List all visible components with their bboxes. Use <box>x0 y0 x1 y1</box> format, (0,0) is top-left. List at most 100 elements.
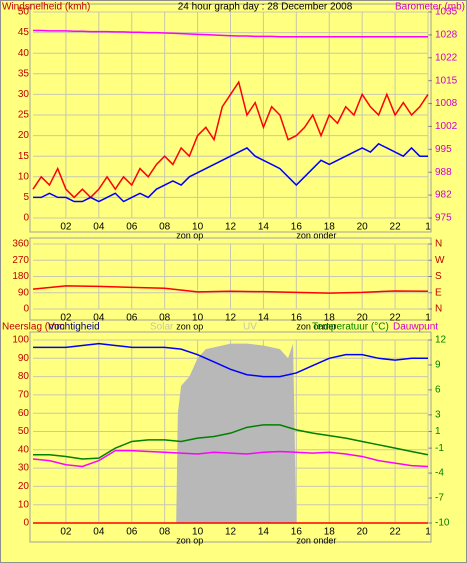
x-tick-label: 10 <box>192 222 204 233</box>
x-tick-label: 14 <box>258 527 270 538</box>
x-tick-label: 16 <box>291 222 303 233</box>
y-tick-label: 60 <box>18 408 30 419</box>
x-tick-label: 20 <box>357 222 369 233</box>
x-tick-label: 22 <box>390 527 402 538</box>
x-tick-label: 18 <box>324 527 336 538</box>
y-tick-label: 20 <box>18 130 30 141</box>
series-line <box>32 449 429 468</box>
x-tick-label: 02 <box>60 222 72 233</box>
x-tick-label: 18 <box>324 313 336 324</box>
y2-tick-label: -7 <box>435 493 444 504</box>
series-area <box>176 343 297 523</box>
y-tick-label: 10 <box>18 499 30 510</box>
x-tick-label: 1 <box>425 527 431 538</box>
x-tick-label: 16 <box>291 313 303 324</box>
y2-tick-label: 975 <box>435 213 452 224</box>
y-tick-label: 0 <box>23 304 29 315</box>
x-tick-label: 16 <box>291 527 303 538</box>
y-tick-label: 40 <box>18 48 30 59</box>
x-tick-label: 06 <box>126 222 138 233</box>
y2-axis-title: Barometer (mb) <box>395 2 465 13</box>
x-tick-label: 10 <box>192 313 204 324</box>
y2-tick-label: 1028 <box>435 30 458 41</box>
y-tick-label: 45 <box>18 27 30 38</box>
y2-tick-label: 1002 <box>435 121 458 132</box>
y2-tick-label: S <box>435 271 442 282</box>
y2-tick-label: 6 <box>435 385 441 396</box>
x-tick-label: 22 <box>390 313 402 324</box>
annotation: zon onder <box>296 535 336 545</box>
series-line <box>33 142 428 203</box>
y2-tick-label: 12 <box>435 335 447 346</box>
annotation: zon onder <box>296 230 336 240</box>
x-tick-label: 06 <box>126 313 138 324</box>
y2-tick-label: N <box>435 239 442 250</box>
y-tick-label: 40 <box>18 444 30 455</box>
y-tick-label: 5 <box>23 192 29 203</box>
x-tick-label: 14 <box>258 222 270 233</box>
chart-title: 24 hour graph day : 28 December 2008 <box>178 2 353 13</box>
series-line <box>32 285 429 294</box>
y-tick-label: 50 <box>18 7 30 18</box>
y-tick-label: 10 <box>18 171 30 182</box>
y-tick-label: 80 <box>18 371 30 382</box>
y-tick-label: 70 <box>18 390 30 401</box>
series-line <box>32 80 429 199</box>
y-tick-label: 50 <box>18 426 30 437</box>
y2-tick-label: 1015 <box>435 75 458 86</box>
y2-tick-label: 988 <box>435 167 452 178</box>
y-tick-label: 15 <box>18 151 30 162</box>
series-line <box>33 342 428 378</box>
y-tick-label: 100 <box>12 335 29 346</box>
y2-tick-label: N <box>435 304 442 315</box>
x-tick-label: 14 <box>258 313 270 324</box>
y-tick-label: 0 <box>23 213 29 224</box>
y2-tick-label: 995 <box>435 144 452 155</box>
x-tick-label: 1 <box>425 313 431 324</box>
annotation: zon op <box>176 535 203 545</box>
x-tick-label: 20 <box>357 313 369 324</box>
legend-label: Solar <box>150 322 174 333</box>
y-tick-label: 20 <box>18 481 30 492</box>
y2-tick-label: -10 <box>435 518 450 529</box>
y-tick-label: 0 <box>23 518 29 529</box>
annotation: zon op <box>176 230 203 240</box>
y-tick-label: 30 <box>18 89 30 100</box>
x-tick-label: 1 <box>425 222 431 233</box>
x-tick-label: 18 <box>324 222 336 233</box>
x-tick-label: 08 <box>159 222 171 233</box>
x-tick-label: 10 <box>192 527 204 538</box>
legend-label: Vochtigheid <box>48 322 100 333</box>
y2-tick-label: E <box>435 287 442 298</box>
y2-tick-label: 9 <box>435 360 441 371</box>
y2-tick-label: 3 <box>435 410 441 421</box>
y-tick-label: 180 <box>12 271 29 282</box>
y-tick-label: 360 <box>12 239 29 250</box>
x-tick-label: 02 <box>60 313 72 324</box>
x-tick-label: 06 <box>126 527 138 538</box>
x-tick-label: 12 <box>225 313 237 324</box>
x-tick-label: 12 <box>225 527 237 538</box>
y-tick-label: 270 <box>12 255 29 266</box>
x-tick-label: 12 <box>225 222 237 233</box>
legend-label: UV <box>243 322 257 333</box>
y2-tick-label: 1008 <box>435 98 458 109</box>
x-tick-label: 08 <box>159 527 171 538</box>
y-tick-label: 35 <box>18 68 30 79</box>
y2-tick-label: 982 <box>435 190 452 201</box>
x-tick-label: 04 <box>93 222 105 233</box>
y-tick-label: 90 <box>18 287 30 298</box>
x-tick-label: 22 <box>390 222 402 233</box>
y2-tick-label: 1 <box>435 426 441 437</box>
x-tick-label: 04 <box>93 313 105 324</box>
y-tick-label: 30 <box>18 463 30 474</box>
series-line <box>33 29 428 38</box>
y2-tick-label: W <box>435 255 445 266</box>
x-tick-label: 08 <box>159 313 171 324</box>
series-line <box>33 424 429 460</box>
legend-label: Dauwpunt <box>393 322 438 333</box>
y-axis-title: Windsnelheid (kmh) <box>2 2 90 13</box>
annotation: zon onder <box>296 321 336 331</box>
y2-tick-label: 1035 <box>435 7 458 18</box>
